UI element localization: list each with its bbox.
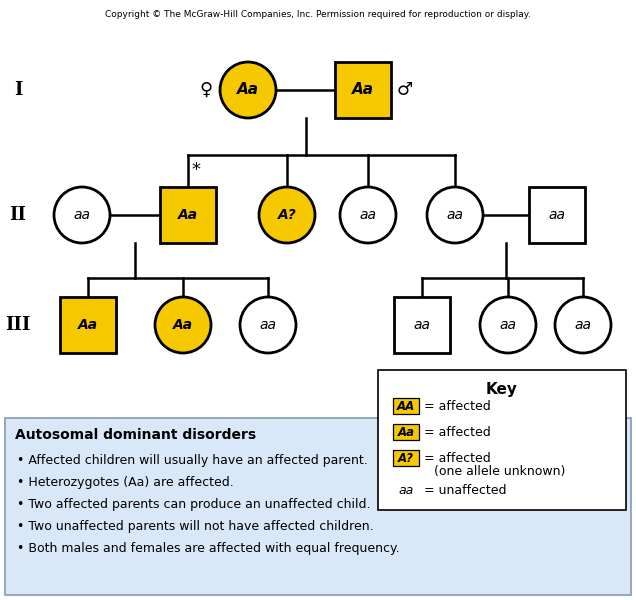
Text: aa: aa [413, 318, 431, 332]
Text: Key: Key [486, 382, 518, 397]
Text: III: III [5, 316, 31, 334]
Bar [5, 418, 631, 595]
Text: = affected: = affected [424, 425, 491, 439]
Text: Aa: Aa [178, 208, 198, 222]
Text: Aa: Aa [173, 318, 193, 332]
Circle shape [340, 187, 396, 243]
Text: • Both males and females are affected with equal frequency.: • Both males and females are affected wi… [17, 542, 399, 555]
Text: *: * [191, 161, 200, 179]
Bar [160, 187, 216, 243]
Text: • Affected children will usually have an affected parent.: • Affected children will usually have an… [17, 454, 368, 467]
Text: = affected: = affected [424, 451, 491, 464]
Bar [60, 297, 116, 353]
Text: Aa: Aa [398, 425, 415, 439]
Text: AA: AA [397, 400, 415, 413]
Text: aa: aa [499, 318, 516, 332]
Text: aa: aa [548, 208, 565, 222]
Text: Aa: Aa [352, 82, 374, 97]
Text: Aa: Aa [237, 82, 259, 97]
Text: II: II [10, 206, 27, 224]
Text: Aa: Aa [78, 318, 98, 332]
Circle shape [427, 187, 483, 243]
Text: (one allele unknown): (one allele unknown) [434, 466, 565, 479]
Text: Copyright © The McGraw-Hill Companies, Inc. Permission required for reproduction: Copyright © The McGraw-Hill Companies, I… [105, 10, 531, 19]
Bar [393, 424, 419, 440]
Bar [394, 297, 450, 353]
Text: aa: aa [574, 318, 591, 332]
Text: • Heterozygotes (Aa) are affected.: • Heterozygotes (Aa) are affected. [17, 476, 234, 489]
Circle shape [259, 187, 315, 243]
Circle shape [155, 297, 211, 353]
Text: = unaffected: = unaffected [424, 484, 506, 497]
Circle shape [220, 62, 276, 118]
Text: aa: aa [359, 208, 377, 222]
Text: ♀: ♀ [200, 81, 212, 99]
Circle shape [240, 297, 296, 353]
Circle shape [555, 297, 611, 353]
Bar [529, 187, 585, 243]
Circle shape [480, 297, 536, 353]
Text: • Two affected parents can produce an unaffected child.: • Two affected parents can produce an un… [17, 498, 371, 511]
Text: aa: aa [74, 208, 90, 222]
Text: aa: aa [446, 208, 464, 222]
Circle shape [54, 187, 110, 243]
Text: A?: A? [278, 208, 296, 222]
Text: = affected: = affected [424, 400, 491, 413]
Text: • Two unaffected parents will not have affected children.: • Two unaffected parents will not have a… [17, 520, 373, 533]
Text: I: I [14, 81, 22, 99]
Bar [393, 450, 419, 466]
Bar [335, 62, 391, 118]
Text: ♂: ♂ [397, 81, 413, 99]
Text: aa: aa [398, 484, 413, 497]
Text: A?: A? [398, 451, 414, 464]
Text: aa: aa [259, 318, 277, 332]
Bar [393, 398, 419, 414]
Text: Autosomal dominant disorders: Autosomal dominant disorders [15, 428, 256, 442]
Bar [378, 370, 626, 510]
